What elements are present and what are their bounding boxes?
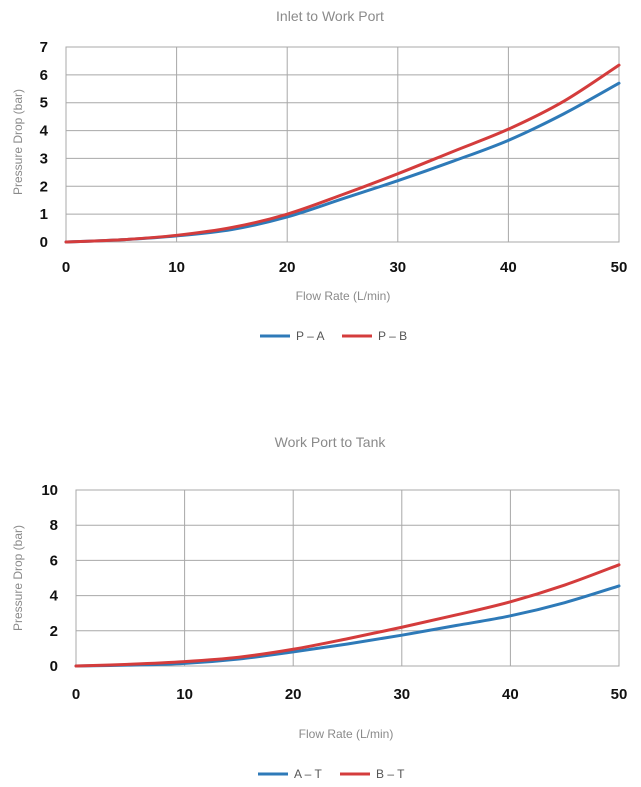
y-tick-label: 0 (40, 234, 48, 251)
chart-title: Work Port to Tank (275, 434, 387, 450)
plot-border (75, 489, 620, 667)
y-tick-label: 10 (41, 482, 58, 499)
series-line-2 (74, 563, 621, 668)
y-tick-label: 2 (40, 178, 48, 195)
y-tick-label: 0 (50, 658, 58, 675)
y-tick-label: 1 (40, 206, 48, 223)
series-line-1 (74, 584, 621, 668)
chart-inlet-to-work-port: Inlet to Work Port 0 1 2 3 4 5 6 7 0 10 20 30 40 50 F… (0, 0, 641, 360)
x-tick-label: 30 (393, 686, 410, 703)
y-tick-label: 4 (40, 123, 49, 140)
x-tick-label: 10 (168, 259, 185, 276)
y-tick-label: 7 (40, 39, 48, 56)
legend-label: P – B (378, 329, 407, 343)
series-line-2 (64, 63, 621, 244)
y-tick-label: 2 (50, 623, 58, 640)
legend-label: A – T (294, 767, 322, 781)
x-tick-label: 20 (285, 686, 302, 703)
y-axis-title: Pressure Drop (bar) (11, 525, 25, 631)
legend-label: B – T (376, 767, 405, 781)
x-tick-label: 20 (279, 259, 296, 276)
x-axis-title: Flow Rate (L/min) (299, 727, 394, 741)
y-tick-label: 8 (50, 517, 58, 534)
x-tick-label: 0 (72, 686, 80, 703)
y-tick-label: 5 (40, 95, 48, 112)
y-tick-label: 6 (40, 67, 48, 84)
x-tick-label: 10 (176, 686, 193, 703)
y-tick-label: 3 (40, 150, 48, 167)
x-tick-label: 30 (389, 259, 406, 276)
plot-area: 0 1 2 3 4 5 6 7 0 10 20 30 40 50 (40, 39, 628, 276)
x-axis-title: Flow Rate (L/min) (296, 289, 391, 303)
chart-title: Inlet to Work Port (276, 8, 384, 24)
chart-work-port-to-tank: Work Port to Tank 0 2 4 6 8 10 0 10 20 30 40 50 Flo… (0, 425, 641, 787)
chart-svg-2: Work Port to Tank 0 2 4 6 8 10 0 10 20 30 40 50 Flo… (11, 434, 627, 781)
y-axis-title: Pressure Drop (bar) (11, 89, 25, 195)
legend-label: P – A (296, 329, 324, 343)
x-tick-label: 0 (62, 259, 70, 276)
series-line-1 (64, 81, 621, 244)
plot-border (65, 46, 620, 243)
x-tick-label: 50 (611, 686, 628, 703)
chart-svg-1: Inlet to Work Port 0 1 2 3 4 5 6 7 0 10 20 30 40 50 F… (11, 8, 628, 343)
x-tick-label: 50 (611, 259, 628, 276)
x-tick-label: 40 (502, 686, 519, 703)
plot-area: 0 2 4 6 8 10 0 10 20 30 40 50 (41, 482, 627, 703)
y-tick-label: 4 (50, 588, 59, 605)
y-tick-label: 6 (50, 552, 58, 569)
x-tick-label: 40 (500, 259, 517, 276)
